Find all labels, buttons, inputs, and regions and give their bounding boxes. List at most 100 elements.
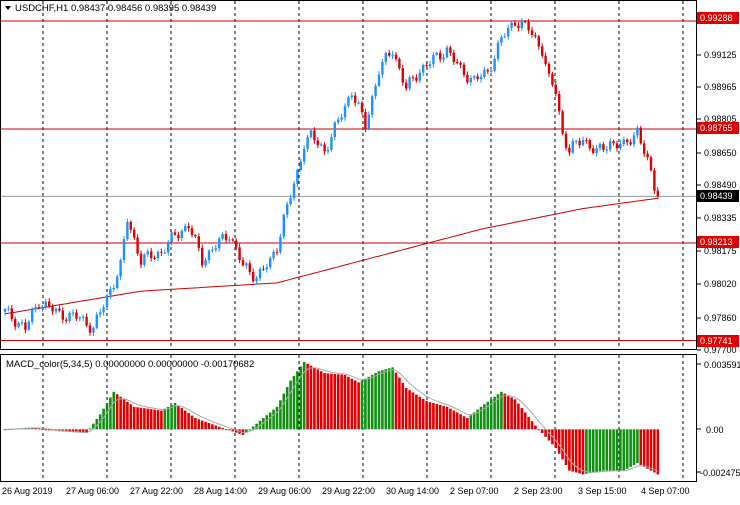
macd-bar [367,376,371,430]
macd-bar [275,406,279,430]
candle-body [581,140,585,146]
macd-histogram[interactable] [3,361,660,475]
price-axis: 0.99125 0.98965 0.98805 0.98650 0.98490 … [697,50,737,355]
candle-body [598,144,602,149]
candle-body [187,226,190,229]
candle-body [534,34,537,37]
candle-body [330,136,333,150]
macd-bar [166,406,170,430]
macd-bar [234,429,238,433]
macd-bar [438,404,442,430]
macd-bar [374,373,377,430]
macd-tick-label: 0.00 [706,425,724,435]
candle-body [629,142,632,145]
macd-bar [34,427,37,430]
macd-bar [472,412,476,430]
candlesticks[interactable] [3,18,659,337]
candle-body [289,198,292,205]
macd-bar [428,402,432,430]
macd-bar [146,408,150,430]
macd-bar [156,410,160,430]
macd-bar [129,404,133,430]
macd-bar [489,399,493,430]
candle-body [337,119,340,123]
main-panel-frame [0,0,697,350]
horizontal-levels[interactable] [1,20,696,342]
macd-bar [466,418,469,430]
macd-bar [285,387,289,430]
macd-bar [564,429,568,465]
candle-body [595,148,598,153]
macd-bar [231,429,235,432]
macd-bar [435,403,439,430]
candle-body [14,319,17,327]
macd-bar [173,403,177,430]
candle-body [350,95,353,98]
candle-body [507,27,510,37]
candle-body [136,237,139,254]
macd-bar [591,429,595,473]
candle-body [592,148,595,153]
macd-bar [122,399,126,430]
macd-bar [340,374,343,430]
candle-body [58,308,61,311]
candle-body [496,42,500,59]
macd-bar [81,429,85,433]
candle-body [503,36,506,38]
candle-body [398,58,401,69]
macd-bar [228,429,231,431]
candle-body [265,267,268,270]
macd-bar [126,401,129,430]
candle-body [333,122,336,137]
macd-bar [462,416,466,430]
candle-body [479,76,483,80]
macd-bar [554,429,558,449]
candle-body [622,139,625,144]
candle-body [82,316,85,318]
macd-bar [292,375,296,430]
candle-body [71,312,75,314]
macd-bar [486,401,490,430]
candle-body [122,239,126,261]
candle-body [449,47,452,53]
candle-body [153,257,156,259]
candle-body [405,82,408,89]
macd-bar [370,374,374,430]
time-tick-label: 30 Aug 14:00 [386,486,439,496]
candle-body [231,239,234,241]
macd-bar [217,426,221,430]
candle-body [500,36,503,43]
price-tick-label: 0.98490 [704,180,737,190]
macd-bar [316,369,320,430]
macd-bar [561,429,564,460]
macd-bar [595,429,598,472]
macd-bar [160,410,163,430]
macd-bar [455,412,459,430]
candle-body [7,308,10,310]
time-tick-label: 29 Aug 22:00 [322,486,375,496]
macd-bar [170,404,173,430]
candle-body [653,170,656,191]
candle-body [109,289,112,296]
macd-bar [47,429,51,431]
candle-body [588,140,591,149]
macd-bar [323,373,326,430]
candle-body [364,112,367,129]
time-tick-label: 29 Aug 06:00 [258,486,311,496]
macd-bar [398,377,401,430]
candle-body [31,309,34,322]
candle-body [643,143,646,154]
current-price-tag [697,190,739,202]
candle-body [343,105,347,118]
macd-bar [245,429,248,433]
candle-body [551,73,554,85]
price-tick-label: 0.98335 [704,213,737,223]
candle-body [466,74,469,83]
macd-bar [639,429,643,465]
candle-body [269,258,272,268]
candle-body [476,76,479,80]
macd-bar [306,363,309,430]
macd-bar [44,429,48,431]
